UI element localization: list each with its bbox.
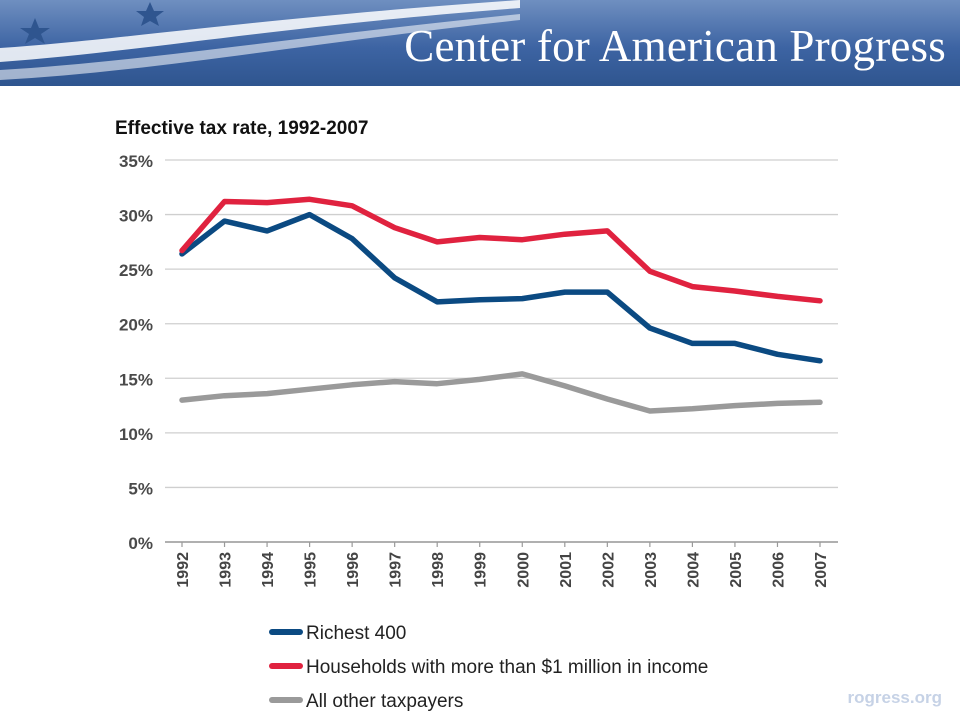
star-icon xyxy=(136,2,164,26)
x-tick-label: 2007 xyxy=(813,552,830,588)
y-tick-label: 35% xyxy=(119,152,153,171)
x-tick-label: 1995 xyxy=(303,552,320,588)
series-line-3 xyxy=(179,371,823,414)
x-tick-label: 1993 xyxy=(218,552,235,588)
legend-label: All other taxpayers xyxy=(306,691,463,712)
y-tick-label: 25% xyxy=(119,261,153,280)
x-tick-label: 1992 xyxy=(175,552,192,588)
footer-url: rogress.org xyxy=(847,688,942,707)
y-tick-label: 15% xyxy=(119,370,153,389)
x-tick-label: 2001 xyxy=(558,552,575,588)
series-line-1 xyxy=(179,211,823,364)
y-tick-label: 0% xyxy=(128,534,153,553)
x-tick-label: 2002 xyxy=(600,552,617,588)
series-line-2 xyxy=(179,196,823,304)
y-tick-label: 5% xyxy=(128,479,153,498)
y-tick-label: 30% xyxy=(119,207,153,226)
y-tick-label: 10% xyxy=(119,425,153,444)
x-tick-label: 2006 xyxy=(770,552,787,588)
x-tick-label: 2000 xyxy=(515,552,532,588)
legend-label: Households with more than $1 million in … xyxy=(306,657,708,678)
legend-label: Richest 400 xyxy=(306,623,406,644)
x-tick-label: 1996 xyxy=(345,552,362,588)
x-tick-label: 1994 xyxy=(260,552,277,588)
x-tick-label: 2004 xyxy=(685,552,702,588)
star-icon xyxy=(20,18,50,44)
flag-stripes-graphic xyxy=(0,0,520,80)
x-tick-label: 2005 xyxy=(728,552,745,588)
x-tick-label: 2003 xyxy=(643,552,660,588)
chart-title: Effective tax rate, 1992-2007 xyxy=(115,118,369,139)
x-tick-label: 1999 xyxy=(473,552,490,588)
x-tick-label: 1998 xyxy=(430,552,447,588)
x-tick-label: 1997 xyxy=(388,552,405,588)
brand-title: Center for American Progress xyxy=(404,21,946,71)
y-tick-label: 20% xyxy=(119,316,153,335)
header-banner: Center for American Progress xyxy=(0,0,960,86)
